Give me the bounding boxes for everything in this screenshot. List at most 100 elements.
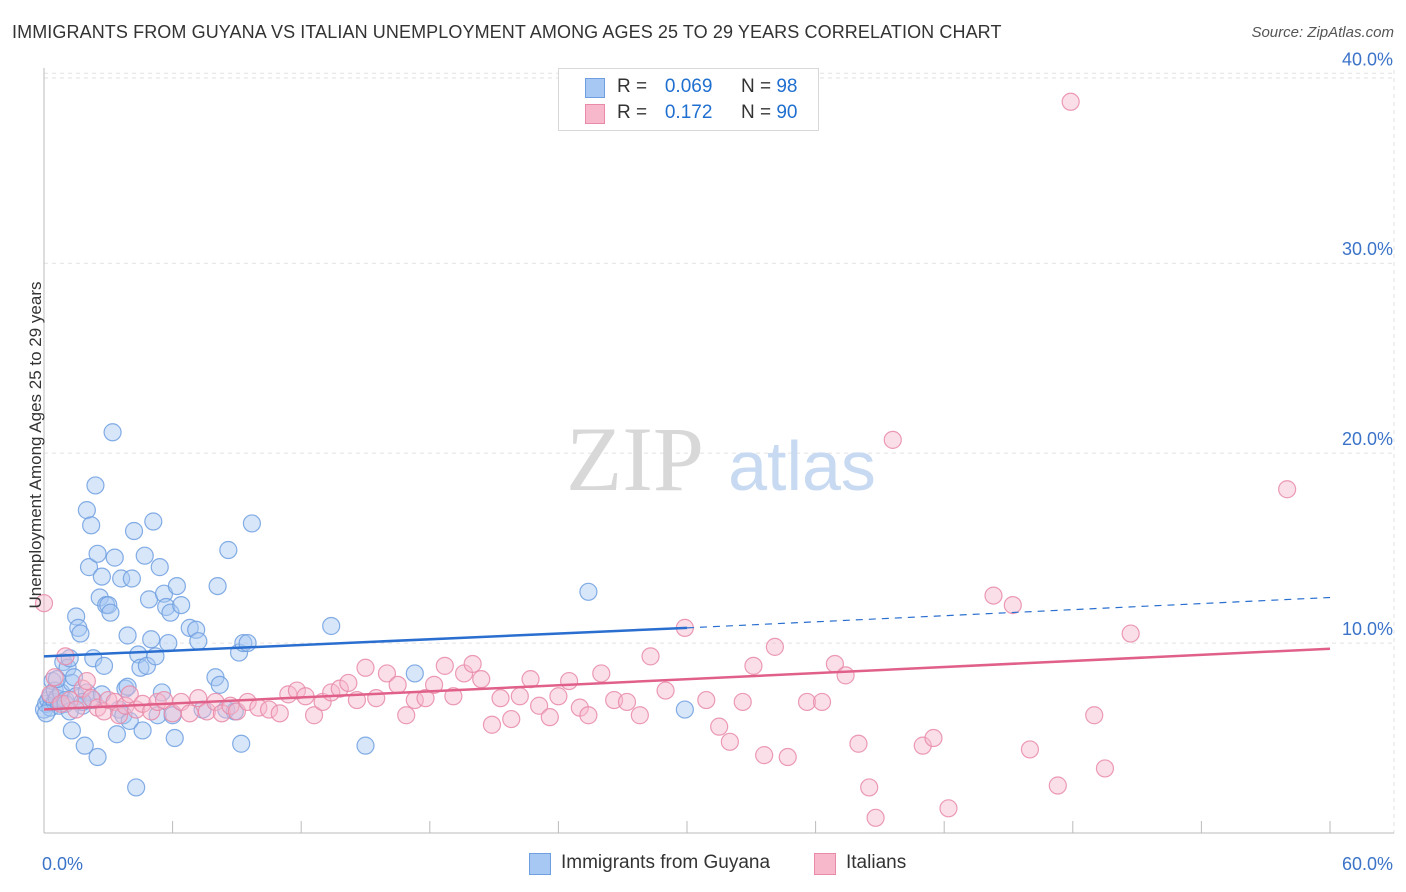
- y-axis-label-container: Unemployment Among Ages 25 to 29 years: [8, 0, 48, 892]
- data-point-guyana: [242, 514, 262, 533]
- y-tick-label: 40.0%: [1342, 49, 1393, 69]
- legend-n-label: N =: [740, 76, 772, 97]
- data-point-guyana: [107, 725, 126, 744]
- x-tick-label-max: 60.0%: [1342, 854, 1393, 874]
- bottom-legend-swatch-guyana: [529, 853, 551, 875]
- legend-n-label: N =: [740, 102, 772, 123]
- data-point-guyana: [105, 548, 124, 567]
- data-point-italians: [924, 728, 943, 748]
- data-point-guyana: [142, 630, 161, 649]
- data-point-guyana: [135, 546, 154, 565]
- data-point-italians: [641, 647, 660, 666]
- data-point-italians: [913, 736, 932, 755]
- legend-n-value-italians: 90: [776, 102, 798, 123]
- series-guyana-points: [34, 423, 694, 797]
- data-point-italians: [502, 709, 521, 729]
- data-point-italians: [540, 708, 559, 727]
- data-point-guyana: [112, 569, 131, 588]
- data-point-italians: [836, 666, 855, 685]
- data-point-italians: [720, 732, 739, 751]
- x-tick-label-min: 0.0%: [42, 854, 83, 874]
- data-point-guyana: [180, 618, 199, 637]
- data-point-guyana: [232, 734, 251, 753]
- data-point-guyana: [189, 632, 208, 651]
- trend-line-italians: [43, 647, 1331, 711]
- data-point-italians: [180, 704, 199, 723]
- data-point-italians: [560, 671, 579, 691]
- data-point-guyana: [187, 620, 206, 639]
- bottom-legend-label-guyana: Immigrants from Guyana: [561, 852, 771, 873]
- data-point-italians: [812, 692, 832, 712]
- y-tick-label: 30.0%: [1342, 239, 1393, 259]
- data-point-italians: [148, 692, 167, 712]
- data-point-italians: [733, 692, 752, 712]
- data-point-italians: [1048, 776, 1067, 795]
- data-point-italians: [34, 594, 54, 613]
- y-axis-label: Unemployment Among Ages 25 to 29 years: [26, 281, 45, 609]
- data-point-italians: [744, 656, 763, 675]
- data-point-guyana: [167, 576, 186, 596]
- data-point-guyana: [86, 476, 105, 495]
- data-point-italians: [99, 690, 118, 710]
- legend-r-value-italians: 0.172: [664, 102, 713, 123]
- data-point-guyana: [172, 595, 191, 615]
- data-point-guyana: [127, 778, 146, 797]
- data-point-guyana: [405, 664, 424, 683]
- data-point-italians: [1121, 624, 1140, 643]
- data-point-guyana: [322, 616, 341, 636]
- data-point-italians: [238, 692, 257, 712]
- data-point-italians: [860, 778, 879, 797]
- data-point-italians: [472, 670, 491, 689]
- data-point-guyana: [67, 607, 86, 626]
- trend-line-guyana-extrapolated: [686, 596, 1331, 629]
- trend-line-guyana: [43, 626, 688, 658]
- data-point-italians: [1278, 480, 1297, 499]
- data-point-guyana: [238, 633, 257, 653]
- data-point-guyana: [150, 558, 169, 577]
- data-point-guyana: [356, 736, 375, 755]
- data-point-guyana: [101, 603, 120, 622]
- data-point-italians: [755, 746, 774, 765]
- watermark-atlas: atlas: [728, 427, 876, 505]
- chart-title: IMMIGRANTS FROM GUYANA VS ITALIAN UNEMPL…: [12, 22, 1002, 42]
- legend-n-value-guyana: 98: [776, 76, 798, 97]
- watermark-zip: ZIP: [566, 408, 704, 510]
- data-point-italians: [579, 706, 598, 725]
- data-point-italians: [45, 668, 64, 687]
- data-point-italians: [617, 692, 637, 712]
- data-point-italians: [697, 690, 716, 710]
- legend-box: R = 0.069 N = 98 R = 0.172 N = 90: [558, 68, 819, 131]
- data-point-italians: [377, 664, 397, 683]
- data-point-guyana: [77, 501, 96, 520]
- data-point-italians: [883, 430, 902, 449]
- data-point-guyana: [144, 512, 163, 531]
- data-point-guyana: [88, 747, 107, 767]
- data-point-italians: [77, 671, 96, 691]
- legend-swatch-guyana: [585, 78, 605, 98]
- data-point-italians: [424, 675, 444, 694]
- data-point-guyana: [103, 423, 122, 442]
- legend-swatch-italians: [585, 104, 605, 124]
- data-point-italians: [778, 747, 797, 767]
- data-point-italians: [463, 654, 482, 674]
- data-point-guyana: [133, 721, 152, 740]
- data-point-italians: [765, 637, 784, 656]
- data-point-italians: [939, 799, 958, 818]
- data-point-italians: [630, 706, 649, 725]
- data-point-italians: [984, 586, 1003, 605]
- data-point-italians: [482, 715, 502, 734]
- data-point-italians: [367, 689, 386, 708]
- y-tick-label: 10.0%: [1342, 619, 1393, 639]
- data-point-italians: [339, 673, 358, 693]
- data-point-italians: [142, 702, 161, 721]
- data-point-guyana: [165, 728, 184, 748]
- data-point-guyana: [94, 656, 114, 675]
- data-point-italians: [1003, 595, 1022, 615]
- data-point-italians: [1095, 759, 1115, 778]
- data-point-guyana: [219, 540, 238, 560]
- data-point-italians: [530, 696, 549, 715]
- data-point-italians: [435, 656, 454, 675]
- data-point-guyana: [161, 603, 180, 622]
- data-point-italians: [388, 675, 407, 694]
